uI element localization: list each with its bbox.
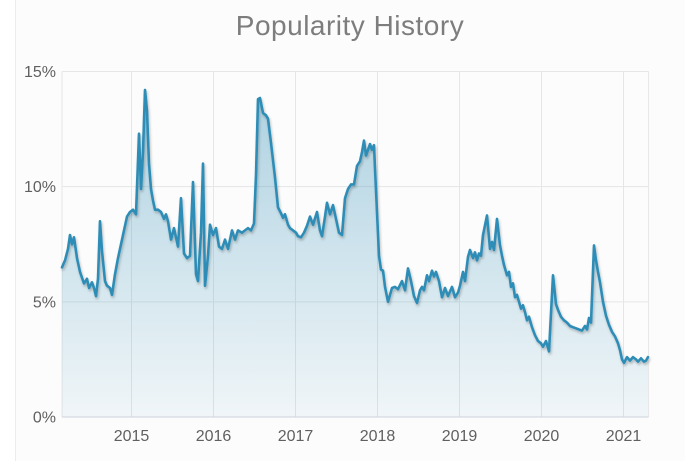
x-axis-tick-label: 2021 bbox=[606, 428, 642, 445]
x-axis-tick-label: 2016 bbox=[196, 428, 232, 445]
y-axis-tick-label: 10% bbox=[24, 179, 56, 196]
x-axis-tick-label: 2019 bbox=[442, 428, 478, 445]
area-series-fill bbox=[62, 89, 648, 418]
area-series-line bbox=[60, 88, 650, 365]
x-axis-tick-label: 2015 bbox=[114, 428, 150, 445]
y-axis-tick-label: 5% bbox=[33, 294, 56, 311]
chart-title: Popularity History bbox=[235, 10, 465, 41]
x-axis-tick-label: 2020 bbox=[524, 428, 560, 445]
x-axis-tick-label: 2018 bbox=[360, 428, 396, 445]
y-axis-tick-label: 0% bbox=[33, 410, 56, 427]
x-axis-tick-label: 2017 bbox=[278, 428, 314, 445]
y-axis-tick-label: 15% bbox=[24, 64, 56, 81]
